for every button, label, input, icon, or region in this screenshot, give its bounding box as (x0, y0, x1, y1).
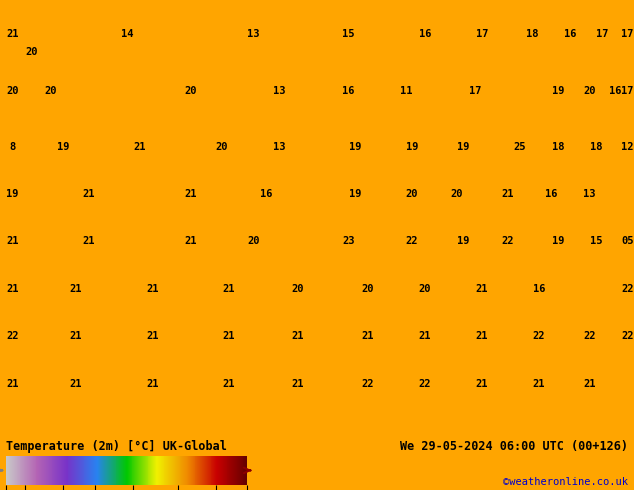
Text: 19: 19 (552, 86, 564, 96)
Text: 05: 05 (621, 237, 634, 246)
Text: 20: 20 (44, 86, 57, 96)
Text: 21: 21 (70, 331, 82, 342)
Text: 19: 19 (456, 237, 469, 246)
Text: 21: 21 (476, 331, 488, 342)
Text: 12: 12 (621, 142, 634, 151)
Text: 17: 17 (469, 86, 482, 96)
Text: 22: 22 (501, 237, 514, 246)
Text: 21: 21 (222, 284, 235, 294)
Text: 21: 21 (70, 379, 82, 389)
Text: 21: 21 (476, 379, 488, 389)
Text: 21: 21 (133, 142, 146, 151)
Text: 21: 21 (418, 331, 431, 342)
Text: 20: 20 (6, 86, 19, 96)
Text: 19: 19 (6, 189, 19, 199)
Text: 17: 17 (621, 86, 634, 96)
Text: 22: 22 (621, 331, 634, 342)
Text: 21: 21 (6, 284, 19, 294)
Text: 15: 15 (590, 237, 602, 246)
Text: 16: 16 (609, 86, 621, 96)
Text: 21: 21 (476, 284, 488, 294)
Text: 17: 17 (596, 29, 609, 40)
Text: 19: 19 (552, 237, 564, 246)
Text: 19: 19 (349, 142, 361, 151)
Text: 20: 20 (247, 237, 260, 246)
Text: 20: 20 (216, 142, 228, 151)
Text: 16: 16 (418, 29, 431, 40)
Text: 21: 21 (361, 331, 374, 342)
Text: 21: 21 (292, 379, 304, 389)
Text: 20: 20 (406, 189, 418, 199)
Text: 21: 21 (501, 189, 514, 199)
Text: 18: 18 (526, 29, 539, 40)
Text: 21: 21 (146, 379, 158, 389)
Text: 21: 21 (146, 284, 158, 294)
Text: 20: 20 (25, 47, 38, 57)
Text: 20: 20 (184, 86, 197, 96)
Text: 13: 13 (247, 29, 260, 40)
Text: 11: 11 (399, 86, 412, 96)
Text: 21: 21 (6, 29, 19, 40)
Text: ©weatheronline.co.uk: ©weatheronline.co.uk (503, 477, 628, 487)
Text: 22: 22 (406, 237, 418, 246)
Text: 15: 15 (342, 29, 355, 40)
Text: 21: 21 (6, 237, 19, 246)
Text: 22: 22 (6, 331, 19, 342)
Text: 21: 21 (583, 379, 596, 389)
Text: 21: 21 (146, 331, 158, 342)
Text: 18: 18 (590, 142, 602, 151)
Text: Temperature (2m) [°C] UK-Global: Temperature (2m) [°C] UK-Global (6, 440, 227, 453)
Text: 19: 19 (349, 189, 361, 199)
Text: 21: 21 (184, 189, 197, 199)
Text: 20: 20 (418, 284, 431, 294)
Text: 21: 21 (222, 331, 235, 342)
Text: 22: 22 (361, 379, 374, 389)
Text: 21: 21 (184, 237, 197, 246)
Text: 19: 19 (406, 142, 418, 151)
Text: 21: 21 (70, 284, 82, 294)
Text: 25: 25 (514, 142, 526, 151)
Text: We 29-05-2024 06:00 UTC (00+126): We 29-05-2024 06:00 UTC (00+126) (399, 440, 628, 453)
Text: 18: 18 (552, 142, 564, 151)
Text: 16: 16 (545, 189, 558, 199)
Text: 22: 22 (418, 379, 431, 389)
Text: 20: 20 (450, 189, 463, 199)
Text: 20: 20 (292, 284, 304, 294)
Text: 20: 20 (583, 86, 596, 96)
Text: 21: 21 (292, 331, 304, 342)
Text: 20: 20 (361, 284, 374, 294)
Text: 21: 21 (82, 237, 95, 246)
Text: 22: 22 (621, 284, 634, 294)
Text: 21: 21 (82, 189, 95, 199)
Text: 14: 14 (120, 29, 133, 40)
Text: 19: 19 (456, 142, 469, 151)
Text: 17: 17 (621, 29, 634, 40)
Text: 13: 13 (583, 189, 596, 199)
Text: 16: 16 (533, 284, 545, 294)
Text: 21: 21 (222, 379, 235, 389)
Text: 13: 13 (273, 86, 285, 96)
Text: 23: 23 (342, 237, 355, 246)
Text: 8: 8 (10, 142, 16, 151)
Text: 19: 19 (57, 142, 70, 151)
Text: 21: 21 (6, 379, 19, 389)
Text: 13: 13 (273, 142, 285, 151)
Text: 16: 16 (342, 86, 355, 96)
Text: 22: 22 (583, 331, 596, 342)
Text: 22: 22 (533, 331, 545, 342)
Text: 16: 16 (260, 189, 273, 199)
Text: 21: 21 (533, 379, 545, 389)
Text: 16: 16 (564, 29, 577, 40)
Text: 17: 17 (476, 29, 488, 40)
